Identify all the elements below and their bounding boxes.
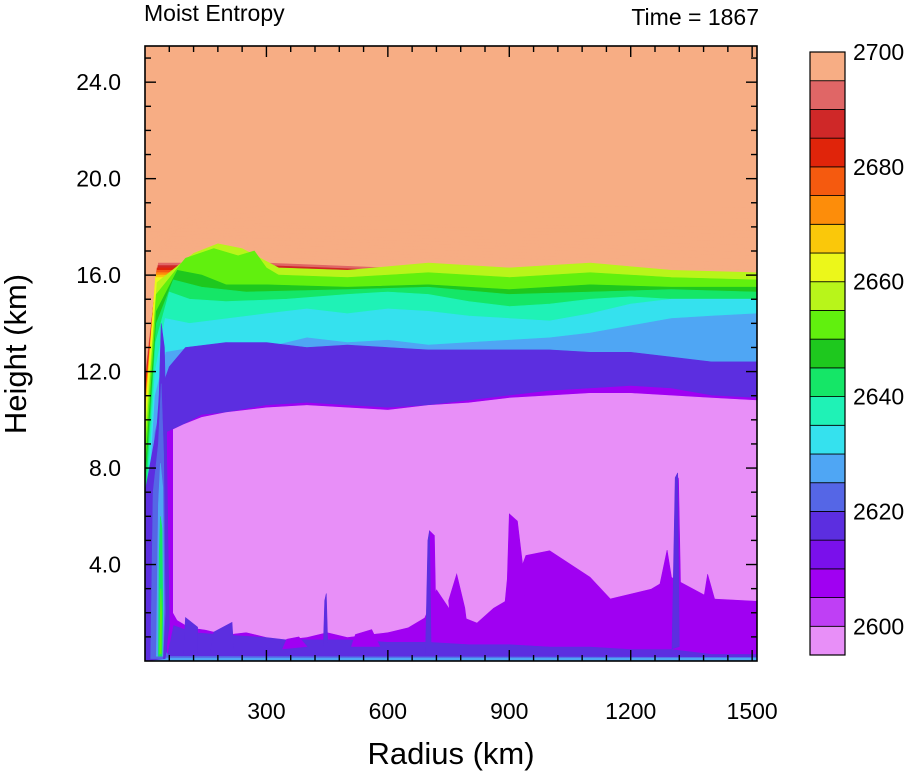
colorbar-swatch	[809, 310, 846, 340]
y-tick-label: 24.0	[76, 69, 121, 95]
colorbar-swatch	[809, 252, 846, 283]
colorbar-tick-label: 2620	[853, 498, 904, 524]
contour-region-49	[282, 636, 308, 650]
contour-region-39	[557, 578, 591, 616]
y-tick-label: 4.0	[89, 552, 121, 578]
contour-region-59	[671, 472, 680, 650]
colorbar-swatch	[809, 166, 846, 196]
contour-region-48	[350, 629, 381, 647]
colorbar-swatch	[809, 511, 846, 541]
contour-fill-layer	[145, 46, 757, 661]
contour-region-47	[448, 573, 470, 643]
contour-region-43	[701, 574, 721, 647]
colorbar-swatch	[809, 109, 846, 139]
contour-region-61	[209, 621, 235, 655]
y-tick-label: 16.0	[76, 262, 121, 288]
x-tick-label: 900	[490, 698, 528, 724]
colorbar-swatch	[809, 568, 846, 598]
colorbar-swatch	[809, 195, 846, 225]
y-tick-label: 8.0	[89, 455, 121, 481]
colorbar-swatch	[809, 453, 846, 484]
colorbar-swatch	[809, 338, 846, 369]
colorbar-tick-label: 2660	[853, 269, 904, 295]
colorbar-tick-label: 2700	[853, 39, 904, 65]
colorbar-swatch	[809, 482, 846, 512]
contour-region-58	[425, 530, 432, 655]
x-tick-label: 1200	[605, 698, 656, 724]
colorbar-tick-label: 2680	[853, 154, 904, 180]
contour-region-40	[581, 585, 619, 643]
colorbar-swatch	[809, 281, 846, 311]
time-label: Time = 1867	[631, 4, 759, 30]
contour-region-60	[183, 617, 198, 655]
colorbar-swatch	[809, 625, 846, 656]
contour-region-44	[723, 607, 745, 650]
contour-region-41	[650, 550, 676, 647]
x-tick-label: 300	[247, 698, 285, 724]
contour-region-57	[322, 593, 329, 655]
axes-layer: 300 600 900 1200 1500 4.0 8.0 12.0 16.0 20.0 24.0	[76, 46, 778, 724]
colorbar-tick-label: 2640	[853, 384, 904, 410]
x-tick-label: 600	[369, 698, 407, 724]
colorbar-frame	[809, 51, 846, 656]
x-axis-label: Radius (km)	[367, 736, 534, 771]
colorbar-swatch	[809, 51, 846, 82]
y-axis-label: Height (km)	[0, 274, 33, 434]
colorbar-swatch	[809, 137, 846, 168]
contour-region-45	[500, 513, 526, 643]
chart-title: Moist Entropy	[144, 0, 285, 26]
colorbar-swatch	[809, 223, 846, 254]
colorbar-swatch	[809, 396, 846, 426]
contour-region-38	[173, 392, 757, 640]
colorbar-swatch	[809, 424, 846, 455]
x-tick-label: 1500	[727, 698, 778, 724]
colorbar-swatch	[809, 597, 846, 627]
y-tick-label: 20.0	[76, 166, 121, 192]
colorbar-swatch	[809, 539, 846, 570]
colorbar-swatch	[809, 80, 846, 110]
colorbar-tick-label: 2600	[853, 613, 904, 639]
colorbar: 2600262026402660268027002720274027602780…	[809, 39, 904, 656]
contour-region-56	[159, 588, 162, 655]
y-tick-label: 12.0	[76, 359, 121, 385]
plot-frame	[144, 45, 758, 662]
colorbar-swatch	[809, 367, 846, 397]
